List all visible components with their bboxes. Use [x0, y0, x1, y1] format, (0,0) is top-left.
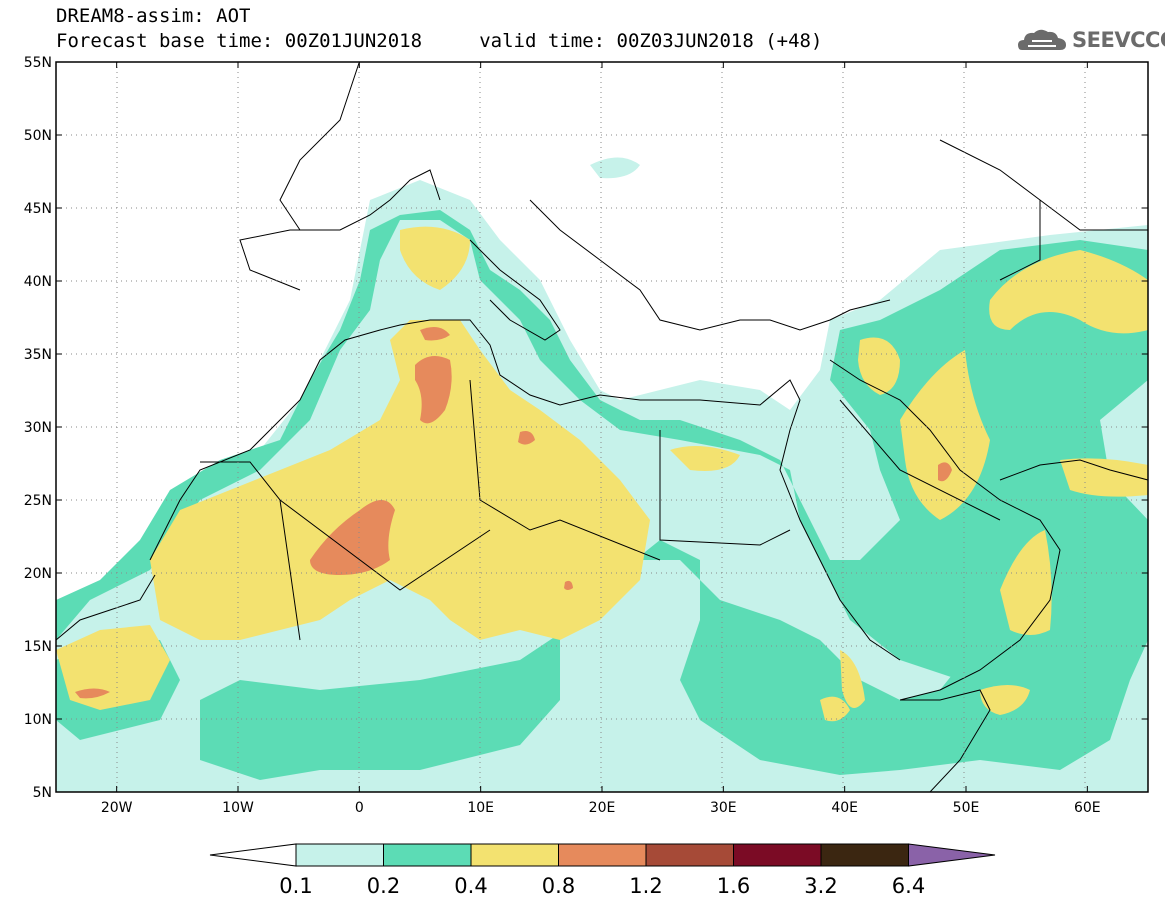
- colorbar-label: 1.6: [717, 874, 750, 898]
- colorbar-label: 1.2: [629, 874, 662, 898]
- lon-tick-label: 40E: [831, 800, 858, 816]
- aot-band-0-4: [56, 226, 1148, 722]
- colorbar-segment: [645, 843, 734, 867]
- lon-tick-label: 20E: [589, 800, 616, 816]
- lon-tick-label: 20W: [101, 800, 133, 816]
- colorbar-segment: [733, 843, 822, 867]
- colorbar-segment: [383, 843, 472, 867]
- lat-tick-label: 5N: [33, 785, 52, 801]
- cloud-icon: [1018, 29, 1066, 50]
- graticule: [56, 62, 1148, 792]
- aot-band-0-8: [75, 326, 952, 699]
- colorbar-label: 0.2: [367, 874, 400, 898]
- lat-tick-label: 10N: [24, 712, 52, 728]
- colorbar-segment: [470, 843, 559, 867]
- colorbar-label: 6.4: [892, 874, 925, 898]
- lat-tick-label: 55N: [24, 55, 52, 71]
- lat-tick-label: 45N: [24, 201, 52, 217]
- lon-tick-label: 60E: [1074, 800, 1101, 816]
- lon-tick-label: 10W: [222, 800, 254, 816]
- lat-tick-label: 40N: [24, 274, 52, 290]
- coastlines: [56, 62, 1148, 792]
- latitude-axis: 55N 50N 45N 40N 35N 30N 25N 20N 15N 10N 5N: [24, 55, 1148, 801]
- forecast-time-line: Forecast base time: 00Z01JUN2018 valid t…: [56, 30, 823, 52]
- lat-tick-label: 30N: [24, 420, 52, 436]
- lon-tick-label: 0: [355, 800, 364, 816]
- colorbar-segments: [209, 843, 996, 867]
- colorbar-label: 0.4: [454, 874, 487, 898]
- lat-tick-label: 25N: [24, 493, 52, 509]
- lon-tick-label: 10E: [467, 800, 494, 816]
- lat-tick-label: 15N: [24, 639, 52, 655]
- lat-tick-label: 50N: [24, 128, 52, 144]
- lat-tick-label: 35N: [24, 347, 52, 363]
- colorbar-segment-low: [209, 843, 297, 867]
- logo-text: SEEVCCC: [1072, 28, 1165, 52]
- longitude-axis: 20W 10W 0 10E 20E 30E 40E 50E 60E: [101, 62, 1101, 816]
- lon-tick-label: 50E: [953, 800, 980, 816]
- colorbar-label: 0.8: [542, 874, 575, 898]
- colorbar-segment: [820, 843, 909, 867]
- map-title: DREAM8-assim: AOT: [56, 5, 251, 27]
- colorbar-label: 0.1: [279, 874, 312, 898]
- lat-tick-label: 20N: [24, 566, 52, 582]
- colorbar-label: 3.2: [804, 874, 837, 898]
- colorbar-segment: [558, 843, 647, 867]
- colorbar-segment: [295, 843, 384, 867]
- colorbar-labels: 0.1 0.2 0.4 0.8 1.2 1.6 3.2 6.4: [279, 874, 925, 898]
- colorbar-segment-high: [908, 843, 996, 867]
- lon-tick-label: 30E: [710, 800, 737, 816]
